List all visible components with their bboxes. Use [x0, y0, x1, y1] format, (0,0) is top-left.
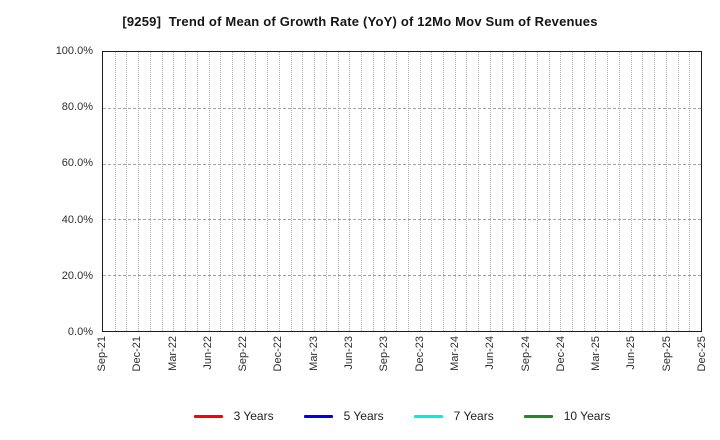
- x-axis-tick-label: Dec-24: [554, 336, 567, 372]
- x-axis-tick-label: Jun-25: [625, 336, 638, 370]
- line-swatch-3-years: [193, 414, 223, 418]
- x-axis-tick-label: Sep-23: [378, 336, 391, 372]
- vertical-gridline: [677, 52, 679, 331]
- vertical-gridline: [290, 52, 292, 331]
- legend-label: 7 Years: [453, 409, 494, 423]
- vertical-gridline: [618, 52, 620, 331]
- x-axis-tick-label: Dec-23: [413, 336, 426, 372]
- vertical-gridline: [501, 52, 503, 331]
- vertical-gridline: [572, 52, 574, 331]
- horizontal-gridline: [103, 163, 701, 165]
- x-axis-tick-label: Dec-22: [272, 336, 285, 372]
- vertical-gridline: [489, 52, 491, 331]
- vertical-gridline: [665, 52, 667, 331]
- line-swatch-10-years: [523, 414, 553, 418]
- vertical-gridline: [536, 52, 538, 331]
- vertical-gridline: [114, 52, 116, 331]
- y-axis-tick-label: 100.0%: [55, 45, 93, 57]
- vertical-gridline: [149, 52, 151, 331]
- vertical-gridline: [654, 52, 656, 331]
- vertical-gridline: [396, 52, 398, 331]
- line-swatch-7-years: [413, 414, 443, 418]
- x-axis-tick-label: Sep-21: [96, 336, 108, 372]
- x-axis-tick-label: Sep-24: [519, 336, 532, 372]
- vertical-gridline: [466, 52, 468, 331]
- vertical-gridline: [278, 52, 280, 331]
- vertical-gridline: [607, 52, 609, 331]
- x-axis-tick-label: Mar-23: [307, 336, 320, 371]
- vertical-gridline: [173, 52, 175, 331]
- x-axis-tick-label: Sep-22: [237, 336, 250, 372]
- vertical-gridline: [196, 52, 198, 331]
- horizontal-gridline: [103, 219, 701, 221]
- vertical-gridline: [560, 52, 562, 331]
- x-axis-tick-label: Jun-22: [201, 336, 214, 370]
- horizontal-gridline: [103, 107, 701, 109]
- line-swatch-5-years: [303, 414, 333, 418]
- x-axis-tick-label: Mar-22: [166, 336, 179, 371]
- vertical-gridline: [255, 52, 257, 331]
- vertical-gridline: [267, 52, 269, 331]
- vertical-gridline: [325, 52, 327, 331]
- vertical-gridline: [231, 52, 233, 331]
- vertical-gridline: [630, 52, 632, 331]
- vertical-gridline: [126, 52, 128, 331]
- vertical-gridline: [525, 52, 527, 331]
- x-axis-tick-label: Jun-23: [343, 336, 356, 370]
- vertical-gridline: [642, 52, 644, 331]
- vertical-gridline: [431, 52, 433, 331]
- vertical-gridline: [161, 52, 163, 331]
- vertical-gridline: [185, 52, 187, 331]
- y-axis-tick-label: 0.0%: [67, 326, 93, 338]
- x-axis-tick-label: Mar-25: [590, 336, 603, 371]
- vertical-gridline: [208, 52, 210, 331]
- legend-item-5-years: 5 Years: [303, 408, 384, 424]
- chart-title: [9259] Trend of Mean of Growth Rate (YoY…: [122, 14, 598, 29]
- vertical-gridline: [138, 52, 140, 331]
- vertical-gridline: [384, 52, 386, 331]
- vertical-gridline: [454, 52, 456, 331]
- y-axis-tick-label: 40.0%: [61, 213, 93, 226]
- plot-area: [102, 51, 702, 332]
- vertical-gridline: [314, 52, 316, 331]
- y-axis-tick-label: 60.0%: [61, 157, 93, 170]
- vertical-gridline: [220, 52, 222, 331]
- vertical-gridline: [349, 52, 351, 331]
- legend-label: 5 Years: [343, 409, 384, 423]
- vertical-gridline: [337, 52, 339, 331]
- vertical-gridline: [302, 52, 304, 331]
- vertical-gridline: [689, 52, 691, 331]
- x-axis-tick-label: Dec-25: [696, 336, 708, 372]
- vertical-gridline: [360, 52, 362, 331]
- y-axis-tick-label: 20.0%: [61, 269, 93, 282]
- x-axis-tick-label: Jun-24: [484, 336, 497, 370]
- legend-item-10-years: 10 Years: [523, 408, 611, 424]
- legend: 3 Years 5 Years 7 Years 10 Years: [102, 407, 702, 425]
- legend-label: 3 Years: [233, 409, 274, 423]
- vertical-gridline: [419, 52, 421, 331]
- horizontal-gridline: [103, 275, 701, 277]
- vertical-gridline: [595, 52, 597, 331]
- legend-item-7-years: 7 Years: [413, 408, 494, 424]
- legend-item-3-years: 3 Years: [193, 408, 274, 424]
- vertical-gridline: [407, 52, 409, 331]
- vertical-gridline: [443, 52, 445, 331]
- x-axis-tick-label: Dec-21: [131, 336, 144, 372]
- y-axis-tick-label: 80.0%: [61, 101, 93, 114]
- vertical-gridline: [372, 52, 374, 331]
- vertical-gridline: [513, 52, 515, 331]
- legend-label: 10 Years: [563, 409, 611, 423]
- vertical-gridline: [548, 52, 550, 331]
- vertical-gridline: [478, 52, 480, 331]
- vertical-gridline: [243, 52, 245, 331]
- x-axis-tick-label: Sep-25: [660, 336, 673, 372]
- x-axis-tick-label: Mar-24: [448, 336, 461, 371]
- vertical-gridline: [583, 52, 585, 331]
